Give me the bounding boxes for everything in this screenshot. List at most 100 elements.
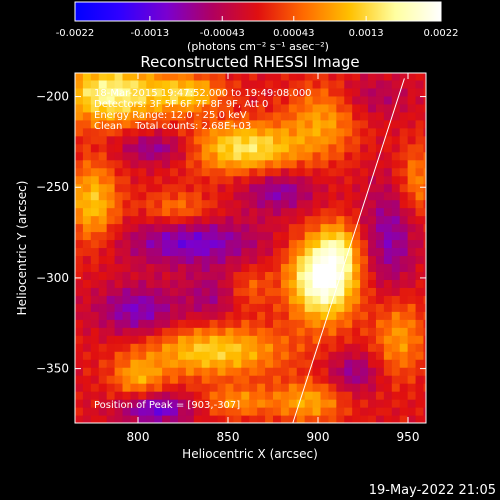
heatmap-cell xyxy=(225,159,234,169)
heatmap-cell xyxy=(122,159,132,169)
heatmap-cell xyxy=(170,183,179,193)
heatmap-cell xyxy=(375,279,385,288)
heatmap-cell xyxy=(399,351,409,360)
heatmap-cell xyxy=(130,375,139,384)
heatmap-cell xyxy=(122,255,132,265)
heatmap-cell xyxy=(217,255,227,265)
heatmap-cell xyxy=(82,183,92,193)
heatmap-cell xyxy=(106,167,116,177)
heatmap-cell xyxy=(328,287,337,296)
heatmap-cell xyxy=(98,319,108,328)
heatmap-cell xyxy=(336,151,345,161)
heatmap-cell xyxy=(257,215,266,225)
heatmap-cell xyxy=(415,207,425,217)
heatmap-cell xyxy=(415,175,425,185)
heatmap-cell xyxy=(320,391,330,400)
heatmap-cell xyxy=(288,367,298,376)
heatmap-cell xyxy=(280,319,290,328)
heatmap-cell xyxy=(82,199,92,209)
heatmap-cell xyxy=(423,375,426,384)
heatmap-cell xyxy=(193,191,203,201)
heatmap-cell xyxy=(280,335,290,344)
heatmap-cell xyxy=(423,255,426,265)
heatmap-cell xyxy=(423,383,426,392)
heatmap-cell xyxy=(407,271,417,280)
heatmap-cell xyxy=(138,319,147,328)
heatmap-cell xyxy=(154,111,163,121)
heatmap-cell xyxy=(383,167,393,177)
heatmap-cell xyxy=(162,287,171,296)
heatmap-cell xyxy=(225,191,234,201)
heatmap-cell xyxy=(312,407,322,416)
heatmap-cell xyxy=(304,271,314,280)
heatmap-cell xyxy=(75,73,84,81)
heatmap-cell xyxy=(304,399,314,408)
heatmap-cell xyxy=(217,279,227,288)
heatmap-cell xyxy=(225,87,234,97)
heatmap-cell xyxy=(82,103,92,113)
heatmap-cell xyxy=(201,73,211,81)
heatmap-cell xyxy=(146,119,155,129)
heatmap-cell xyxy=(209,383,219,392)
heatmap-cell xyxy=(383,151,393,161)
heatmap-cell xyxy=(138,351,147,360)
heatmap-cell xyxy=(368,103,377,113)
heatmap-cell xyxy=(273,135,282,145)
heatmap-cell xyxy=(130,127,139,137)
heatmap-cell xyxy=(201,295,211,304)
heatmap-cell xyxy=(336,175,345,185)
heatmap-cell xyxy=(360,79,369,89)
heatmap-cell xyxy=(391,135,401,145)
heatmap-cell xyxy=(375,263,385,272)
heatmap-cell xyxy=(383,223,393,233)
heatmap-cell xyxy=(130,359,139,368)
heatmap-cell xyxy=(423,279,426,288)
heatmap-cell xyxy=(375,239,385,249)
heatmap-cell xyxy=(154,375,163,384)
heatmap-cell xyxy=(336,167,345,177)
heatmap-cell xyxy=(328,95,337,105)
heatmap-cell xyxy=(257,207,266,217)
heatmap-cell xyxy=(249,223,258,233)
heatmap-cell xyxy=(98,247,108,257)
heatmap-cell xyxy=(98,391,108,400)
heatmap-cell xyxy=(98,207,108,217)
heatmap-cell xyxy=(399,207,409,217)
heatmap-cell xyxy=(360,103,369,113)
heatmap-cell xyxy=(162,215,171,225)
heatmap-cell xyxy=(265,183,274,193)
heatmap-cell xyxy=(106,415,116,423)
heatmap-cell xyxy=(162,199,171,209)
heatmap-cell xyxy=(193,73,203,81)
heatmap-cell xyxy=(130,191,139,201)
heatmap-cell xyxy=(415,359,425,368)
heatmap-cell xyxy=(233,255,242,265)
heatmap-cell xyxy=(217,295,227,304)
heatmap-cell xyxy=(177,215,187,225)
heatmap-cell xyxy=(217,119,227,129)
heatmap-cell xyxy=(146,127,155,137)
heatmap-cell xyxy=(225,319,234,328)
heatmap-cell xyxy=(415,223,425,233)
heatmap-cell xyxy=(407,143,417,153)
heatmap-cell xyxy=(273,271,282,280)
heatmap-cell xyxy=(383,383,393,392)
heatmap-cell xyxy=(328,159,337,169)
heatmap-cell xyxy=(138,407,147,416)
heatmap-cell xyxy=(383,143,393,153)
heatmap-cell xyxy=(288,95,298,105)
heatmap-cell xyxy=(154,231,163,241)
heatmap-cell xyxy=(193,383,203,392)
heatmap-cell xyxy=(209,119,219,129)
heatmap-cell xyxy=(177,351,187,360)
heatmap-cell xyxy=(344,151,353,161)
heatmap-cell xyxy=(399,343,409,352)
heatmap-cell xyxy=(423,247,426,257)
heatmap-cell xyxy=(193,79,203,89)
heatmap-cell xyxy=(280,175,290,185)
heatmap-cell xyxy=(344,103,353,113)
heatmap-cell xyxy=(288,407,298,416)
heatmap-cell xyxy=(82,383,92,392)
heatmap-cell xyxy=(75,287,84,296)
heatmap-cell xyxy=(138,95,147,105)
